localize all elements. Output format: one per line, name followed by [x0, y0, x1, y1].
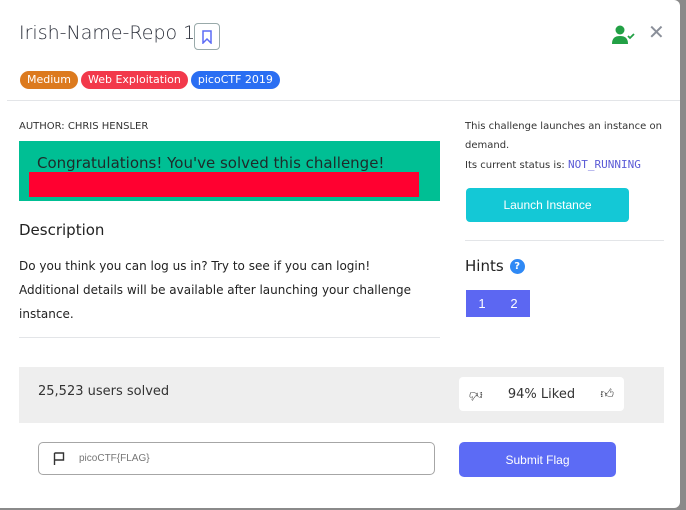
tag-event: picoCTF 2019: [190, 71, 280, 89]
thumbs-up-icon[interactable]: 👍︎: [600, 386, 614, 402]
divider: [465, 240, 664, 241]
submit-flag-button[interactable]: Submit Flag: [459, 442, 616, 477]
tag-category: Web Exploitation: [80, 71, 188, 89]
hint-1-button[interactable]: 1: [466, 290, 498, 317]
tag-difficulty: Medium: [20, 71, 78, 89]
bookmark-icon: [202, 29, 212, 44]
user-check-icon: [612, 25, 635, 44]
author: AUTHOR: CHRIS HENSLER: [19, 121, 149, 132]
help-icon[interactable]: ?: [509, 258, 525, 274]
bookmark-button[interactable]: [194, 23, 220, 50]
like-widget: 👍︎ 94% Liked 👍︎: [459, 377, 624, 411]
liked-percent: 94% Liked: [507, 386, 576, 402]
description-line: Do you think you can log us in? Try to s…: [19, 259, 371, 273]
challenge-title: Irish-Name-Repo 1: [19, 22, 196, 44]
instance-info: This challenge launches an instance on d…: [465, 117, 665, 175]
hint-2-button[interactable]: 2: [498, 290, 530, 317]
description-text: Do you think you can log us in? Try to s…: [19, 254, 439, 326]
users-solved: 25,523 users solved: [38, 384, 170, 399]
flag-icon: [53, 452, 65, 465]
redacted-flag: [29, 172, 419, 197]
solved-message: Congratulations! You've solved this chal…: [37, 154, 385, 172]
close-icon[interactable]: ✕: [648, 20, 665, 44]
instance-status: NOT_RUNNING: [567, 158, 641, 171]
launch-instance-button[interactable]: Launch Instance: [466, 188, 629, 222]
stats-bar: 25,523 users solved 👍︎ 94% Liked 👍︎: [19, 367, 664, 423]
description-line: Additional details will be available aft…: [19, 283, 411, 321]
hints-heading: Hints?: [465, 257, 525, 275]
flag-field: [38, 442, 435, 475]
flag-input[interactable]: [79, 453, 399, 464]
status-label: Its current status is:: [465, 160, 565, 171]
divider: [19, 337, 440, 338]
description-heading: Description: [19, 221, 105, 239]
instance-text: This challenge launches an instance on d…: [465, 121, 662, 151]
divider: [7, 100, 680, 101]
solved-banner: Congratulations! You've solved this chal…: [19, 141, 440, 201]
thumbs-down-icon[interactable]: 👍︎: [469, 386, 483, 402]
hints-label: Hints: [465, 257, 504, 275]
hint-buttons: 1 2: [466, 290, 530, 317]
tag-list: Medium Web Exploitation picoCTF 2019: [20, 71, 280, 89]
